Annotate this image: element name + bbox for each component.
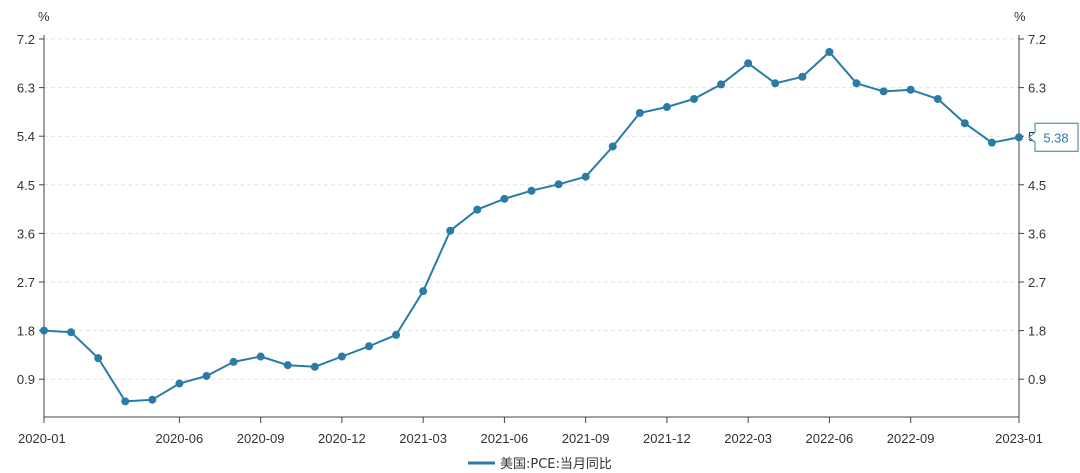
y-tick-label-left: 7.2 xyxy=(17,32,35,47)
data-point xyxy=(419,287,428,296)
y-tick-label-right: 3.6 xyxy=(1028,226,1046,241)
data-point xyxy=(798,72,807,81)
y-tick-label-left: 2.7 xyxy=(17,275,35,290)
legend-label: 美国:PCE:当月同比 xyxy=(500,457,612,472)
y-tick-label-right: 0.9 xyxy=(1028,372,1046,387)
legend[interactable]: 美国:PCE:当月同比 xyxy=(468,457,612,472)
x-tick-label: 2021-03 xyxy=(399,431,447,446)
x-tick-label: 2020-12 xyxy=(318,431,366,446)
y-axis-unit-right: % xyxy=(1014,9,1026,24)
data-point xyxy=(175,379,184,388)
y-tick-label-right: 6.3 xyxy=(1028,81,1046,96)
data-point xyxy=(1015,133,1023,142)
data-point xyxy=(473,205,482,214)
data-point xyxy=(67,328,76,337)
y-tick-label-left: 5.4 xyxy=(17,129,35,144)
x-tick-label: 2020-06 xyxy=(156,431,204,446)
x-tick-label: 2023-01 xyxy=(995,431,1043,446)
data-point xyxy=(337,352,346,361)
data-point xyxy=(771,79,780,88)
x-axis: 2020-01 2020-06 2020-09 2020-12 2021-03 2021-… xyxy=(18,417,1043,446)
data-point xyxy=(40,326,48,335)
data-point xyxy=(581,172,590,181)
y-tick-label-right: 1.8 xyxy=(1028,324,1046,339)
y-axis-left: 0.9 1.8 2.7 3.6 4.5 5.4 6.3 7.2 xyxy=(17,32,35,387)
data-point xyxy=(94,354,103,363)
axes xyxy=(39,35,1024,418)
data-point xyxy=(283,361,292,370)
data-point xyxy=(365,342,373,351)
data-point xyxy=(933,94,942,103)
x-tick-label: 2022-09 xyxy=(887,431,935,446)
data-point xyxy=(879,87,888,96)
data-point xyxy=(202,371,211,380)
y-tick-label-left: 3.6 xyxy=(17,226,35,241)
x-tick-label: 2020-01 xyxy=(18,431,66,446)
last-value-callout: 5.38 xyxy=(1028,122,1079,152)
data-point xyxy=(906,85,915,94)
data-point xyxy=(717,80,726,89)
y-tick-label-left: 4.5 xyxy=(17,178,35,193)
y-tick-label-left: 6.3 xyxy=(17,81,35,96)
x-tick-label: 2021-12 xyxy=(643,431,691,446)
x-tick-label: 2022-06 xyxy=(806,431,854,446)
callout-value: 5.38 xyxy=(1043,130,1068,145)
y-tick-label-right: 2.7 xyxy=(1028,275,1046,290)
x-tick-label: 2022-03 xyxy=(724,431,772,446)
y-tick-label-right: 7.2 xyxy=(1028,32,1046,47)
data-point xyxy=(608,142,617,151)
data-point xyxy=(446,226,455,235)
data-point xyxy=(527,186,536,195)
data-point xyxy=(256,352,265,361)
series-line xyxy=(43,51,1020,403)
y-axis-unit-left: % xyxy=(38,9,50,24)
data-point xyxy=(635,108,644,117)
grid-lines xyxy=(44,38,1019,380)
data-point xyxy=(744,59,753,68)
y-tick-label-left: 0.9 xyxy=(17,372,35,387)
data-point xyxy=(229,357,238,366)
data-point xyxy=(690,94,698,103)
x-tick-label: 2020-09 xyxy=(237,431,285,446)
data-point xyxy=(960,119,969,128)
y-tick-label-left: 1.8 xyxy=(17,324,35,339)
data-point xyxy=(392,330,401,339)
x-tick-label: 2021-06 xyxy=(481,431,529,446)
data-point xyxy=(852,79,861,88)
callout-box xyxy=(1028,122,1079,152)
data-point xyxy=(148,395,157,404)
data-point xyxy=(310,362,319,371)
data-point xyxy=(121,397,130,406)
data-point xyxy=(554,180,563,189)
data-point xyxy=(825,47,834,56)
series-layer xyxy=(40,47,1023,406)
x-tick-label: 2021-09 xyxy=(562,431,610,446)
y-axis-right: 0.91.82.73.64.55.46.37.2 xyxy=(1028,32,1046,387)
data-point xyxy=(987,138,996,147)
data-point xyxy=(662,103,671,112)
y-tick-label-right: 4.5 xyxy=(1028,178,1046,193)
data-point xyxy=(500,194,509,203)
